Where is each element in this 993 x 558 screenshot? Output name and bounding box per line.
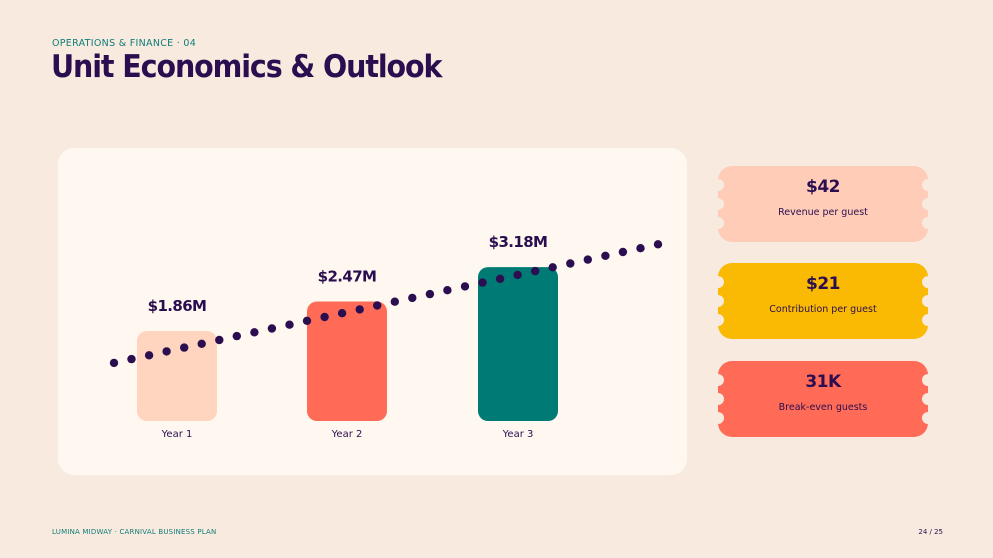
trend-dot xyxy=(548,263,557,272)
kpi-value: $42 xyxy=(806,177,841,197)
page-number: 24 / 25 xyxy=(918,528,943,536)
kpi-label: Revenue per guest xyxy=(778,207,868,218)
page-title: Unit Economics & Outlook xyxy=(51,49,443,85)
section-eyebrow: OPERATIONS & FINANCE · 04 xyxy=(52,38,197,49)
trend-dot xyxy=(144,351,154,360)
trend-dot xyxy=(337,309,347,318)
trend-dot xyxy=(250,328,259,337)
trend-dot xyxy=(320,312,329,322)
x-tick-label: Year 2 xyxy=(331,429,363,440)
kpi-ticket-revenue-per-guest: $42 Revenue per guest xyxy=(718,166,928,242)
x-tick-label: Year 3 xyxy=(502,429,534,440)
ticket-body xyxy=(718,361,928,437)
footer-brand: LUMINA MIDWAY · CARNIVAL BUSINESS PLAN xyxy=(52,528,217,536)
trend-dot xyxy=(583,255,592,264)
revenue-chart: $1.86M Year 1 $2.47M Year 2 $3.18M Year 3 xyxy=(109,233,663,440)
ticket-body xyxy=(718,166,928,242)
kpi-ticket-contribution-per-guest: $21 Contribution per guest xyxy=(718,263,928,339)
trend-dot xyxy=(285,320,294,329)
x-tick-label: Year 1 xyxy=(161,429,193,440)
trend-dot xyxy=(215,335,224,345)
chart-panel: $1.86M Year 1 $2.47M Year 2 $3.18M Year 3 xyxy=(58,148,687,475)
ticket-body xyxy=(718,263,928,339)
bar-value-label: $1.86M xyxy=(148,297,207,315)
trend-dot xyxy=(460,282,470,291)
bar-value-label: $3.18M xyxy=(489,233,548,251)
kpi-label: Contribution per guest xyxy=(769,304,877,315)
kpi-ticket-break-even-guests: 31K Break-even guests xyxy=(718,361,928,437)
trend-dot xyxy=(566,259,575,268)
trend-dot xyxy=(373,301,382,310)
kpi-value: 31K xyxy=(805,372,841,392)
trend-dot xyxy=(425,289,435,299)
kpi-label: Break-even guests xyxy=(778,402,868,413)
kpi-value: $21 xyxy=(806,274,841,294)
trend-dot xyxy=(127,354,136,364)
ticket-shape xyxy=(718,263,928,339)
trend-dot xyxy=(267,324,277,333)
trend-dot xyxy=(232,331,241,341)
trend-dot xyxy=(180,343,189,352)
trend-dot xyxy=(162,347,171,356)
trend-dot xyxy=(355,305,364,314)
ticket-shape xyxy=(718,166,928,242)
ticket-shape xyxy=(718,361,928,437)
trend-dot xyxy=(513,270,522,280)
trend-dot xyxy=(197,339,206,348)
trend-dot xyxy=(302,316,312,325)
trend-dot xyxy=(601,251,610,260)
trend-dot xyxy=(653,240,663,249)
bar-value-label: $2.47M xyxy=(318,267,377,285)
bar xyxy=(307,301,387,421)
trend-dot xyxy=(408,293,417,303)
trend-dot xyxy=(636,244,645,253)
trend-dot xyxy=(495,274,505,283)
trend-dot xyxy=(618,247,628,257)
bar xyxy=(137,330,217,421)
trend-dot xyxy=(531,266,540,276)
trend-dot xyxy=(478,278,487,287)
trend-dot xyxy=(390,297,399,306)
trend-dot xyxy=(443,286,452,295)
trend-dot xyxy=(109,358,119,368)
bar xyxy=(478,267,558,421)
